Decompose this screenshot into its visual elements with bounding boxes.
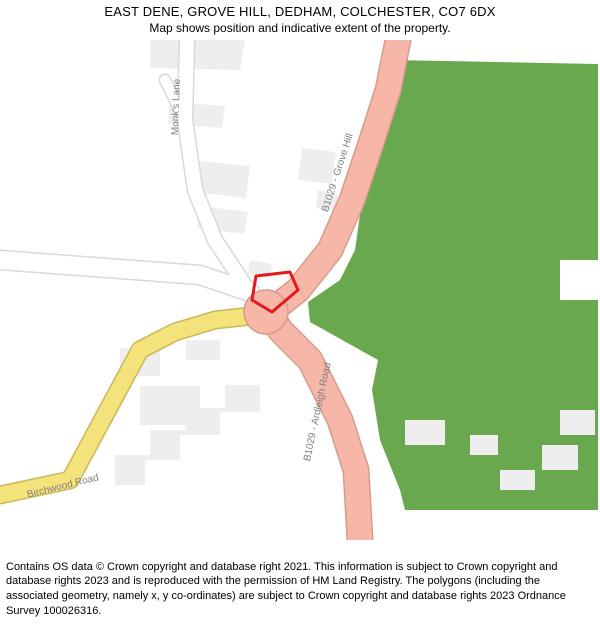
building-10 <box>405 420 445 445</box>
map-svg <box>0 40 600 540</box>
junction <box>244 290 288 334</box>
subtitle: Map shows position and indicative extent… <box>0 21 600 35</box>
building-6 <box>186 340 220 360</box>
building-0 <box>150 40 245 70</box>
map: Monk's Lane B1029 - Grove Hill B1029 - A… <box>0 40 600 540</box>
building-13 <box>560 410 595 435</box>
building-12 <box>542 445 578 470</box>
building-11 <box>470 435 498 455</box>
building-14 <box>500 470 535 490</box>
address-title: EAST DENE, GROVE HILL, DEDHAM, COLCHESTE… <box>0 4 600 19</box>
copyright-footer: Contains OS data © Crown copyright and d… <box>6 560 594 619</box>
header: EAST DENE, GROVE HILL, DEDHAM, COLCHESTE… <box>0 4 600 35</box>
minor-road-0 <box>0 260 250 292</box>
label-monks-lane: Monk's Lane <box>170 79 183 136</box>
